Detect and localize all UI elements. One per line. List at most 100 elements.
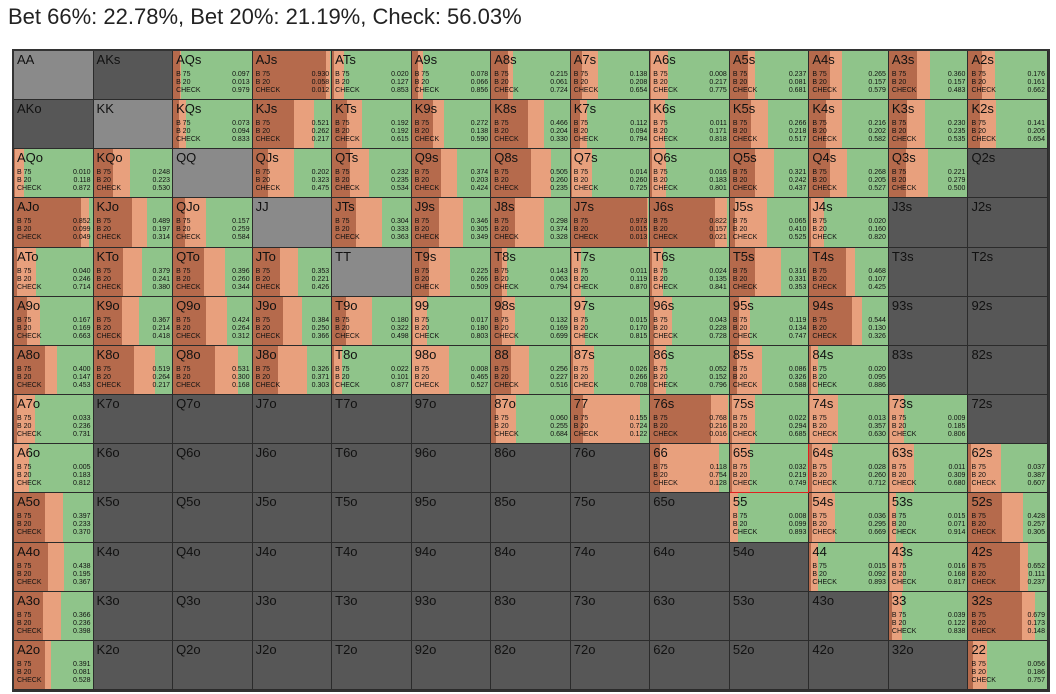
hand-cell-75s[interactable]: B 75 0.022 B 20 0.294 CHECK 0.685 75s bbox=[729, 395, 810, 445]
hand-cell-T9s[interactable]: B 75 0.225 B 20 0.266 CHECK 0.509 T9s bbox=[411, 247, 492, 297]
hand-cell-QTs[interactable]: B 75 0.232 B 20 0.235 CHECK 0.534 QTs bbox=[332, 149, 412, 199]
hand-cell-AKs[interactable]: AKs bbox=[93, 51, 174, 101]
hand-cell-A3s[interactable]: B 75 0.360 B 20 0.157 CHECK 0.483 A3s bbox=[888, 51, 969, 101]
hand-cell-K2s[interactable]: B 75 0.141 B 20 0.205 CHECK 0.654 K2s bbox=[968, 100, 1048, 150]
hand-cell-98s[interactable]: B 75 0.132 B 20 0.169 CHECK 0.699 98s bbox=[491, 296, 571, 346]
hand-cell-J3o[interactable]: J3o bbox=[252, 591, 333, 641]
hand-cell-95s[interactable]: B 75 0.119 B 20 0.134 CHECK 0.747 95s bbox=[729, 296, 810, 346]
hand-cell-K3o[interactable]: K3o bbox=[93, 591, 174, 641]
hand-cell-85s[interactable]: B 75 0.086 B 20 0.326 CHECK 0.588 85s bbox=[729, 345, 810, 396]
hand-cell-64o[interactable]: 64o bbox=[650, 542, 730, 592]
hand-cell-82o[interactable]: 82o bbox=[491, 640, 571, 690]
hand-cell-54s[interactable]: B 75 0.036 B 20 0.295 CHECK 0.669 54s bbox=[809, 493, 889, 543]
hand-cell-73s[interactable]: B 75 0.009 B 20 0.185 CHECK 0.806 73s bbox=[888, 395, 969, 445]
hand-cell-J3s[interactable]: J3s bbox=[888, 198, 969, 248]
hand-cell-QTo[interactable]: B 75 0.396 B 20 0.260 CHECK 0.344 QTo bbox=[173, 247, 253, 297]
hand-cell-74o[interactable]: 74o bbox=[570, 542, 651, 592]
hand-cell-AQs[interactable]: B 75 0.097 B 20 0.013 CHECK 0.979 AQs bbox=[173, 51, 253, 101]
hand-cell-T9o[interactable]: B 75 0.180 B 20 0.322 CHECK 0.498 T9o bbox=[332, 296, 412, 346]
hand-cell-K6s[interactable]: B 75 0.011 B 20 0.171 CHECK 0.818 K6s bbox=[650, 100, 730, 150]
hand-cell-ATo[interactable]: B 75 0.040 B 20 0.246 CHECK 0.714 ATo bbox=[14, 247, 94, 297]
hand-cell-82s[interactable]: 82s bbox=[968, 345, 1048, 396]
hand-cell-94s[interactable]: B 75 0.544 B 20 0.130 CHECK 0.326 94s bbox=[809, 296, 889, 346]
hand-cell-94o[interactable]: 94o bbox=[411, 542, 492, 592]
hand-cell-KTo[interactable]: B 75 0.379 B 20 0.241 CHECK 0.380 KTo bbox=[93, 247, 174, 297]
hand-cell-Q9o[interactable]: B 75 0.424 B 20 0.264 CHECK 0.312 Q9o bbox=[173, 296, 253, 346]
hand-cell-T4o[interactable]: T4o bbox=[332, 542, 412, 592]
hand-cell-T5o[interactable]: T5o bbox=[332, 493, 412, 543]
hand-cell-Q3s[interactable]: B 75 0.221 B 20 0.279 CHECK 0.500 Q3s bbox=[888, 149, 969, 199]
hand-cell-97s[interactable]: B 75 0.015 B 20 0.170 CHECK 0.815 97s bbox=[570, 296, 651, 346]
hand-cell-T6s[interactable]: B 75 0.024 B 20 0.135 CHECK 0.841 T6s bbox=[650, 247, 730, 297]
hand-cell-J4o[interactable]: J4o bbox=[252, 542, 333, 592]
hand-cell-TT[interactable]: TT bbox=[332, 247, 412, 297]
hand-cell-Q6o[interactable]: Q6o bbox=[173, 444, 253, 494]
hand-cell-A6s[interactable]: B 75 0.008 B 20 0.217 CHECK 0.775 A6s bbox=[650, 51, 730, 101]
hand-cell-65o[interactable]: 65o bbox=[650, 493, 730, 543]
hand-cell-T2s[interactable]: T2s bbox=[968, 247, 1048, 297]
hand-cell-Q8o[interactable]: B 75 0.531 B 20 0.300 CHECK 0.168 Q8o bbox=[173, 345, 253, 396]
hand-cell-JTo[interactable]: B 75 0.353 B 20 0.221 CHECK 0.426 JTo bbox=[252, 247, 333, 297]
hand-cell-66[interactable]: B 75 0.118 B 20 0.754 CHECK 0.128 66 bbox=[650, 444, 730, 494]
hand-cell-J4s[interactable]: B 75 0.020 B 20 0.160 CHECK 0.820 J4s bbox=[809, 198, 889, 248]
hand-cell-K5o[interactable]: K5o bbox=[93, 493, 174, 543]
hand-cell-Q5o[interactable]: Q5o bbox=[173, 493, 253, 543]
hand-cell-J5o[interactable]: J5o bbox=[252, 493, 333, 543]
hand-cell-53o[interactable]: 53o bbox=[729, 591, 810, 641]
hand-cell-K2o[interactable]: K2o bbox=[93, 640, 174, 690]
hand-cell-K9o[interactable]: B 75 0.367 B 20 0.214 CHECK 0.418 K9o bbox=[93, 296, 174, 346]
hand-cell-K8s[interactable]: B 75 0.466 B 20 0.204 CHECK 0.330 K8s bbox=[491, 100, 571, 150]
hand-cell-93o[interactable]: 93o bbox=[411, 591, 492, 641]
hand-cell-88[interactable]: B 75 0.256 B 20 0.227 CHECK 0.516 88 bbox=[491, 345, 571, 396]
hand-cell-T7o[interactable]: T7o bbox=[332, 395, 412, 445]
hand-cell-J8s[interactable]: B 75 0.298 B 20 0.374 CHECK 0.328 J8s bbox=[491, 198, 571, 248]
hand-cell-J9o[interactable]: B 75 0.384 B 20 0.250 CHECK 0.366 J9o bbox=[252, 296, 333, 346]
hand-cell-Q9s[interactable]: B 75 0.374 B 20 0.203 CHECK 0.424 Q9s bbox=[411, 149, 492, 199]
hand-cell-J5s[interactable]: B 75 0.065 B 20 0.410 CHECK 0.525 J5s bbox=[729, 198, 810, 248]
hand-cell-33[interactable]: B 75 0.039 B 20 0.122 CHECK 0.838 33 bbox=[888, 591, 969, 641]
hand-cell-A6o[interactable]: B 75 0.005 B 20 0.183 CHECK 0.812 A6o bbox=[14, 444, 94, 494]
hand-cell-A5o[interactable]: B 75 0.397 B 20 0.233 CHECK 0.370 A5o bbox=[14, 493, 94, 543]
hand-cell-AA[interactable]: AA bbox=[14, 51, 94, 101]
hand-cell-QQ[interactable]: QQ bbox=[173, 149, 253, 199]
hand-cell-A7s[interactable]: B 75 0.138 B 20 0.208 CHECK 0.654 A7s bbox=[570, 51, 651, 101]
hand-cell-Q2s[interactable]: Q2s bbox=[968, 149, 1048, 199]
hand-cell-Q5s[interactable]: B 75 0.321 B 20 0.242 CHECK 0.437 Q5s bbox=[729, 149, 810, 199]
hand-cell-A2s[interactable]: B 75 0.176 B 20 0.161 CHECK 0.662 A2s bbox=[968, 51, 1048, 101]
hand-cell-93s[interactable]: 93s bbox=[888, 296, 969, 346]
hand-cell-43s[interactable]: B 75 0.016 B 20 0.168 CHECK 0.817 43s bbox=[888, 542, 969, 592]
hand-cell-62o[interactable]: 62o bbox=[650, 640, 730, 690]
hand-cell-T6o[interactable]: T6o bbox=[332, 444, 412, 494]
hand-cell-AKo[interactable]: AKo bbox=[14, 100, 94, 150]
hand-cell-K4o[interactable]: K4o bbox=[93, 542, 174, 592]
hand-cell-84s[interactable]: B 75 0.020 B 20 0.095 CHECK 0.886 84s bbox=[809, 345, 889, 396]
hand-cell-84o[interactable]: 84o bbox=[491, 542, 571, 592]
hand-cell-J2o[interactable]: J2o bbox=[252, 640, 333, 690]
hand-cell-83o[interactable]: 83o bbox=[491, 591, 571, 641]
hand-cell-32s[interactable]: B 75 0.679 B 20 0.173 CHECK 0.148 32s bbox=[968, 591, 1048, 641]
hand-cell-72s[interactable]: 72s bbox=[968, 395, 1048, 445]
hand-cell-75o[interactable]: 75o bbox=[570, 493, 651, 543]
hand-cell-T4s[interactable]: B 75 0.468 B 20 0.107 CHECK 0.425 T4s bbox=[809, 247, 889, 297]
hand-cell-76o[interactable]: 76o bbox=[570, 444, 651, 494]
hand-cell-A7o[interactable]: B 75 0.033 B 20 0.236 CHECK 0.731 A7o bbox=[14, 395, 94, 445]
hand-cell-KK[interactable]: KK bbox=[93, 100, 174, 150]
hand-cell-KQs[interactable]: B 75 0.073 B 20 0.094 CHECK 0.833 KQs bbox=[173, 100, 253, 150]
hand-cell-K8o[interactable]: B 75 0.519 B 20 0.264 CHECK 0.217 K8o bbox=[93, 345, 174, 396]
hand-cell-QJo[interactable]: B 75 0.157 B 20 0.259 CHECK 0.584 QJo bbox=[173, 198, 253, 248]
hand-cell-K4s[interactable]: B 75 0.216 B 20 0.202 CHECK 0.582 K4s bbox=[809, 100, 889, 150]
hand-cell-K5s[interactable]: B 75 0.266 B 20 0.218 CHECK 0.517 K5s bbox=[729, 100, 810, 150]
hand-cell-86o[interactable]: 86o bbox=[491, 444, 571, 494]
hand-cell-Q8s[interactable]: B 75 0.505 B 20 0.260 CHECK 0.235 Q8s bbox=[491, 149, 571, 199]
hand-cell-K7o[interactable]: K7o bbox=[93, 395, 174, 445]
hand-cell-55[interactable]: B 75 0.008 B 20 0.099 CHECK 0.893 55 bbox=[729, 493, 810, 543]
hand-cell-Q4s[interactable]: B 75 0.268 B 20 0.205 CHECK 0.527 Q4s bbox=[809, 149, 889, 199]
hand-cell-98o[interactable]: B 75 0.008 B 20 0.465 CHECK 0.527 98o bbox=[411, 345, 492, 396]
hand-cell-72o[interactable]: 72o bbox=[570, 640, 651, 690]
hand-cell-52s[interactable]: B 75 0.428 B 20 0.257 CHECK 0.305 52s bbox=[968, 493, 1048, 543]
hand-cell-76s[interactable]: B 75 0.768 B 20 0.216 CHECK 0.016 76s bbox=[650, 395, 730, 445]
hand-cell-92s[interactable]: 92s bbox=[968, 296, 1048, 346]
hand-cell-KJs[interactable]: B 75 0.521 B 20 0.262 CHECK 0.217 KJs bbox=[252, 100, 333, 150]
hand-cell-KTs[interactable]: B 75 0.192 B 20 0.192 CHECK 0.615 KTs bbox=[332, 100, 412, 150]
hand-cell-Q4o[interactable]: Q4o bbox=[173, 542, 253, 592]
